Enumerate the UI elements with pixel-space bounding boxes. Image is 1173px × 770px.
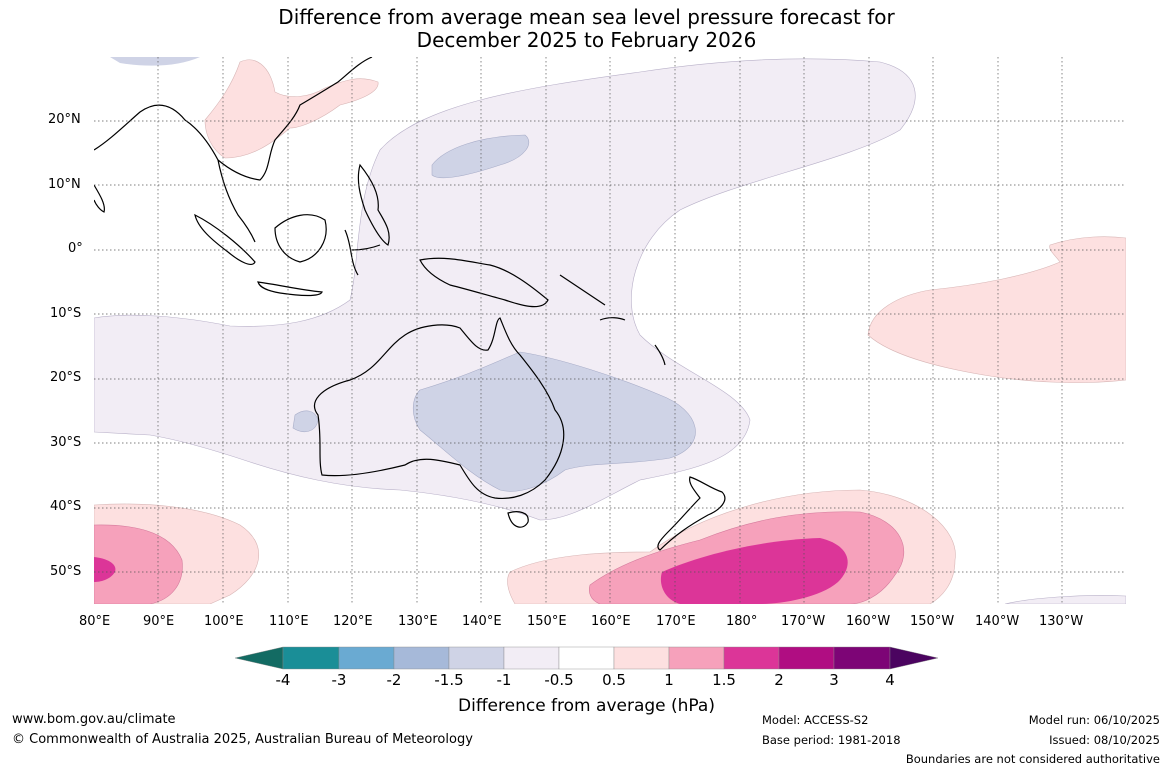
- lon-label: 90°E: [143, 614, 175, 629]
- colorbar-swatch: [558, 646, 615, 670]
- anomaly-region-blue-australia: [412, 351, 696, 492]
- graticule: [94, 57, 1126, 604]
- india-coastline: [94, 184, 105, 213]
- java-coastline: [257, 281, 323, 297]
- colorbar-tick: 1: [664, 671, 674, 689]
- title-line-1: Difference from average mean sea level p…: [278, 5, 895, 29]
- australia-coastline: [313, 317, 565, 500]
- colorbar-swatch: [668, 646, 725, 670]
- colorbar-swatch: [338, 646, 395, 670]
- lon-label: 80°E: [79, 614, 111, 629]
- new-zealand-coastline: [657, 476, 726, 551]
- lat-label: 20°N: [48, 112, 81, 127]
- colorbar-swatch: [448, 646, 505, 670]
- lon-label: 170°E: [656, 614, 696, 629]
- lon-label: 130°E: [398, 614, 438, 629]
- lat-label: 20°S: [50, 370, 82, 385]
- base-period: Base period: 1981-2018: [762, 733, 901, 747]
- lon-label: 100°E: [204, 614, 244, 629]
- colorbar-tick: -1.5: [434, 671, 464, 689]
- website-link[interactable]: www.bom.gov.au/climate: [12, 712, 176, 727]
- colorbar-swatch: [613, 646, 670, 670]
- lon-label: 160°E: [591, 614, 631, 629]
- asia-mainland-coastline: [94, 57, 373, 181]
- copyright-text: © Commonwealth of Australia 2025, Austra…: [12, 732, 473, 747]
- lon-label: 130°W: [1039, 614, 1084, 629]
- colorbar-tick: -2: [386, 671, 402, 689]
- anomaly-region-blue-west: [292, 410, 319, 433]
- lon-label: 150°E: [527, 614, 567, 629]
- lon-label: 160°W: [846, 614, 891, 629]
- colorbar-swatch: [778, 646, 835, 670]
- colorbar-tick: 0.5: [602, 671, 626, 689]
- colorbar-swatch: [393, 646, 450, 670]
- tasmania-coastline: [507, 511, 529, 528]
- borneo-coastline: [274, 214, 327, 263]
- new-guinea-coastline: [419, 257, 549, 308]
- lon-label: 150°W: [910, 614, 955, 629]
- png-islands-coastline: [559, 274, 666, 366]
- lon-label: 180°: [726, 614, 758, 629]
- colorbar-swatch: [723, 646, 780, 670]
- colorbar-swatch: [833, 646, 891, 670]
- model-run-date: Model run: 06/10/2025: [1028, 713, 1160, 727]
- anomaly-region-lavender-south-east: [1004, 595, 1126, 604]
- sumatra-coastline: [194, 213, 256, 265]
- anomaly-region-pink-asia: [204, 59, 379, 159]
- boundary-disclaimer: Boundaries are not considered authoritat…: [905, 752, 1160, 766]
- lat-label: 10°N: [48, 177, 81, 192]
- anomaly-region-light-negative: [94, 58, 916, 521]
- philippines-coastline: [357, 163, 390, 246]
- anomaly-region-blue-north: [431, 134, 530, 179]
- lon-label: 120°E: [333, 614, 373, 629]
- lat-label: 10°S: [50, 306, 82, 321]
- lat-label: 30°S: [50, 435, 82, 450]
- lat-label: 0°: [68, 241, 83, 256]
- colorbar-tick: 3: [829, 671, 839, 689]
- anomaly-region-blue-top: [110, 57, 200, 66]
- malay-peninsula-coastline: [217, 159, 256, 243]
- colorbar-tick: -0.5: [544, 671, 574, 689]
- lon-label: 110°E: [269, 614, 309, 629]
- model-name: Model: ACCESS-S2: [762, 713, 869, 727]
- anomaly-region-pink-southwest-core: [94, 557, 116, 582]
- issued-date: Issued: 08/10/2025: [1049, 733, 1160, 747]
- colorbar: [234, 646, 939, 670]
- colorbar-extend-low: [234, 646, 284, 670]
- colorbar-tick: 1.5: [712, 671, 736, 689]
- colorbar-tick: 2: [774, 671, 784, 689]
- title-line-2: December 2025 to February 2026: [416, 28, 757, 52]
- colorbar-swatch: [282, 646, 340, 670]
- lon-label: 140°E: [462, 614, 502, 629]
- lon-label: 170°W: [781, 614, 826, 629]
- colorbar-tick: 4: [885, 671, 895, 689]
- lat-label: 50°S: [50, 564, 82, 579]
- colorbar-extend-high: [889, 646, 939, 670]
- colorbar-label: Difference from average (hPa): [458, 696, 715, 716]
- lat-label: 40°S: [50, 499, 82, 514]
- anomaly-region-pink-southwest-mid: [94, 524, 183, 604]
- colorbar-tick: -1: [496, 671, 512, 689]
- anomaly-region-pink-tasman-core: [660, 538, 848, 604]
- lon-label: 140°W: [975, 614, 1020, 629]
- colorbar-tick: -4: [275, 671, 291, 689]
- anomaly-region-pink-east-pacific: [867, 236, 1126, 383]
- colorbar-tick: -3: [331, 671, 347, 689]
- colorbar-swatch: [503, 646, 560, 670]
